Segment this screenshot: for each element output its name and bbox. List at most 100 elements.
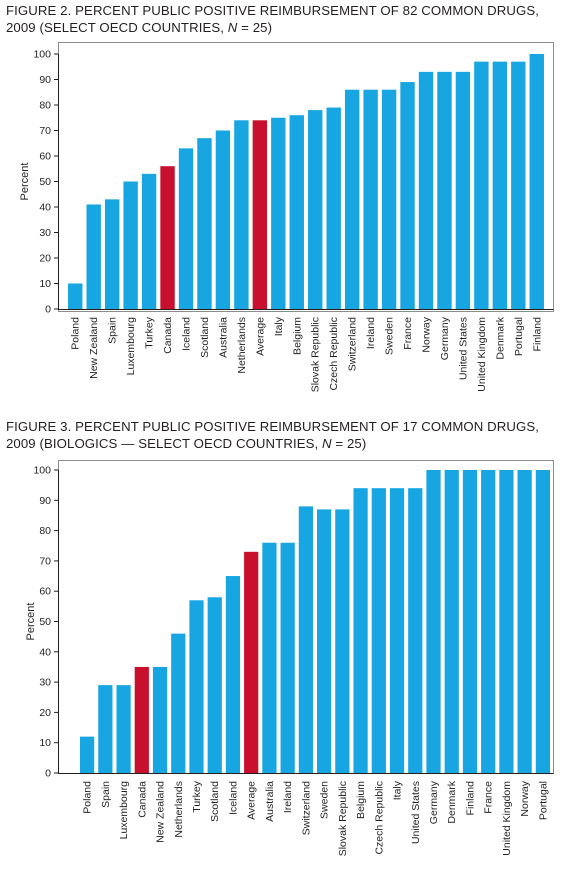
figure-3-title-prefix: 2009 (BIOLOGICS — SELECT OECD COUNTRIES,: [6, 436, 323, 451]
bar-netherlands: [171, 633, 186, 773]
bar-scotland: [207, 597, 222, 773]
bar-netherlands: [234, 120, 249, 309]
figure-3-chart: 0 10 20 30 40 50 60 70 80 90 100 Percent Poland Spain…: [25, 460, 554, 856]
bar-norway: [418, 71, 434, 309]
y-tick-label: 80: [39, 100, 51, 112]
x-tick-label: Ireland: [282, 781, 294, 813]
x-tick-label: Belgium: [291, 317, 303, 355]
y-tick-label: 0: [45, 768, 51, 780]
x-tick-label: Switzerland: [347, 317, 359, 371]
x-tick-label: Norway: [519, 780, 531, 816]
bar-average: [244, 551, 259, 773]
bar-finland: [462, 470, 478, 773]
bar-spain: [104, 199, 120, 309]
y-tick-label: 70: [39, 555, 51, 567]
y-tick-label: 70: [39, 125, 51, 137]
y-tick-label: 80: [39, 525, 51, 537]
y-tick-label: 30: [39, 677, 51, 689]
bar-ireland: [363, 89, 378, 309]
x-tick-label: Luxembourg: [118, 781, 130, 840]
y-tick-label: 40: [39, 646, 51, 658]
x-tick-label: Netherlands: [173, 781, 185, 838]
bar-australia: [215, 130, 231, 309]
bar-turkey: [141, 173, 157, 309]
x-tick-label: Scotland: [209, 781, 221, 822]
bar-luxembourg: [116, 685, 131, 773]
y-tick-label: 60: [39, 586, 51, 598]
y-tick-label: 30: [39, 227, 51, 239]
x-tick-label: Sweden: [319, 781, 331, 819]
x-tick-label: Australia: [217, 317, 229, 358]
y-tick-label: 20: [39, 253, 51, 265]
x-tick-label: New Zealand: [88, 317, 100, 379]
bar-average: [252, 120, 268, 309]
figure-2-title-line1: FIGURE 2. PERCENT PUBLIC POSITIVE REIMBU…: [6, 3, 540, 18]
x-tick-label: Ireland: [365, 317, 377, 349]
x-tick-label: United States: [410, 781, 422, 844]
x-tick-label: Poland: [70, 317, 82, 350]
x-tick-label: Scotland: [199, 317, 211, 358]
x-tick-label: Iceland: [181, 317, 193, 351]
x-tick-label: Germany: [439, 316, 451, 360]
bar-portugal: [535, 470, 550, 773]
x-tick-label: Average: [254, 317, 266, 356]
x-tick-label: United States: [457, 317, 469, 380]
bar-slovak-republic: [308, 110, 323, 309]
x-tick-label: United Kingdom: [476, 317, 488, 392]
bar-iceland: [178, 148, 194, 309]
figure-3-title-suffix: = 25): [331, 436, 367, 451]
x-tick-label: Portugal: [513, 317, 525, 356]
bar-poland: [68, 283, 83, 309]
bar-new-zealand: [86, 204, 101, 309]
x-tick-label: Finland: [464, 781, 476, 816]
bar-canada: [134, 666, 149, 773]
bar-germany: [437, 71, 452, 309]
bar-united-kingdom: [499, 470, 514, 773]
bar-united-kingdom: [474, 61, 489, 310]
figure-3-title-line1: FIGURE 3. PERCENT PUBLIC POSITIVE REIMBU…: [6, 419, 540, 434]
x-tick-label: Switzerland: [300, 781, 312, 835]
y-tick-label: 60: [39, 151, 51, 163]
bar-belgium: [289, 115, 304, 309]
bar-czech-republic: [371, 488, 386, 773]
x-tick-label: Turkey: [191, 780, 203, 812]
y-tick-label: 50: [39, 176, 51, 188]
figure-2-title-n: N: [227, 20, 238, 35]
x-tick-label: Sweden: [384, 317, 396, 355]
y-tick-label: 40: [39, 202, 51, 214]
x-tick-label: Czech Republic: [373, 781, 385, 855]
x-tick-label: Portugal: [537, 781, 549, 820]
x-tick-label: Spain: [107, 317, 119, 344]
bar-united-states: [408, 488, 423, 773]
x-tick-label: Turkey: [144, 316, 156, 348]
x-tick-label: Belgium: [355, 781, 367, 819]
bar-switzerland: [298, 506, 313, 773]
figure-3-title-n: N: [322, 436, 332, 451]
bar-italy: [271, 117, 286, 309]
bar-belgium: [353, 488, 368, 773]
y-tick-label: 100: [33, 49, 51, 61]
x-tick-label: Germany: [428, 780, 440, 824]
figure-2-title-prefix: 2009 (SELECT OECD COUNTRIES,: [6, 20, 228, 35]
bar-sweden: [317, 509, 332, 773]
y-axis-label: Percent: [19, 163, 31, 201]
x-tick-label: Poland: [82, 781, 94, 814]
bar-canada: [160, 166, 175, 309]
y-tick-label: 0: [45, 304, 51, 316]
bar-denmark: [492, 61, 508, 310]
bar-france: [400, 82, 415, 309]
figure-2-title: FIGURE 2. PERCENT PUBLIC POSITIVE REIMBU…: [6, 2, 562, 36]
bar-scotland: [197, 138, 212, 309]
bar-france: [481, 470, 496, 773]
x-tick-label: New Zealand: [155, 781, 167, 843]
bar-denmark: [444, 470, 459, 773]
bar-united-states: [455, 71, 471, 309]
x-tick-label: United Kingdom: [501, 781, 513, 856]
y-tick-label: 90: [39, 74, 51, 86]
y-tick-label: 10: [39, 278, 51, 290]
x-tick-label: Luxembourg: [125, 317, 137, 376]
x-tick-label: Spain: [100, 781, 112, 808]
x-tick-label: Norway: [421, 316, 433, 352]
bar-sweden: [381, 89, 397, 309]
x-tick-label: Finland: [531, 317, 543, 352]
